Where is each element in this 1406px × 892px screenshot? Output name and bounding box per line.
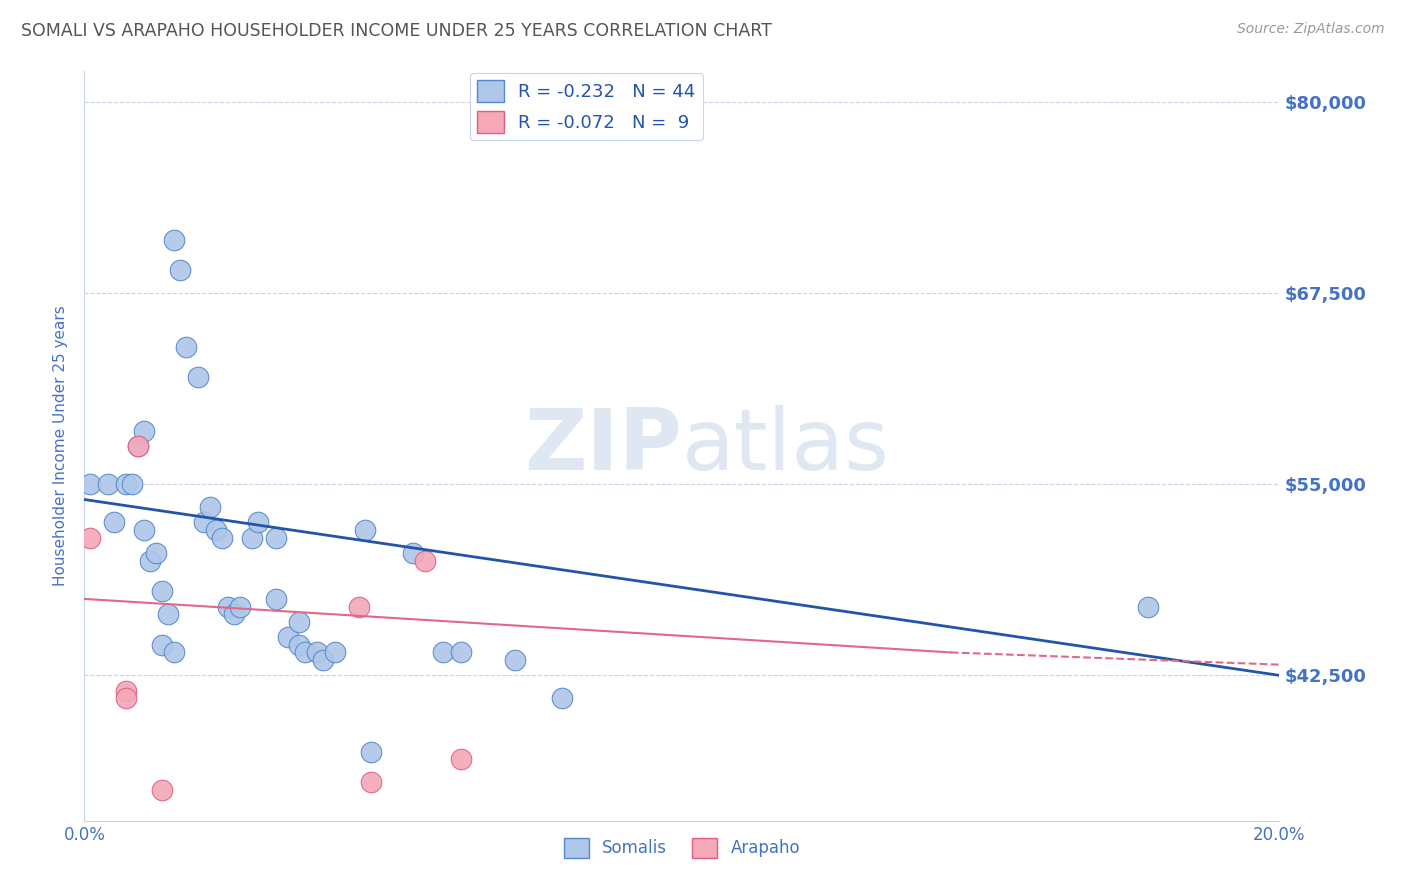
Point bbox=[103, 516, 125, 530]
Point bbox=[150, 638, 173, 652]
Point bbox=[432, 645, 454, 659]
Point bbox=[150, 783, 173, 797]
Text: ZIP: ZIP bbox=[524, 404, 682, 488]
Point bbox=[193, 516, 215, 530]
Point bbox=[450, 645, 472, 659]
Point bbox=[198, 500, 221, 515]
Point bbox=[163, 233, 186, 247]
Text: atlas: atlas bbox=[682, 404, 890, 488]
Point bbox=[139, 554, 162, 568]
Legend: Somalis, Arapaho: Somalis, Arapaho bbox=[557, 831, 807, 864]
Point bbox=[97, 477, 120, 491]
Point bbox=[163, 645, 186, 659]
Point bbox=[127, 439, 149, 453]
Point bbox=[264, 591, 287, 606]
Point bbox=[360, 775, 382, 789]
Point bbox=[288, 615, 311, 629]
Point bbox=[174, 340, 197, 354]
Point bbox=[115, 691, 138, 706]
Point bbox=[228, 599, 252, 614]
Point bbox=[354, 523, 377, 537]
Point bbox=[503, 653, 526, 667]
Point bbox=[169, 263, 191, 277]
Point bbox=[115, 477, 138, 491]
Point bbox=[79, 531, 101, 545]
Point bbox=[349, 599, 371, 614]
Point bbox=[246, 516, 269, 530]
Point bbox=[79, 477, 101, 491]
Point bbox=[222, 607, 245, 622]
Point bbox=[325, 645, 347, 659]
Point bbox=[360, 745, 382, 759]
Point bbox=[1137, 599, 1160, 614]
Point bbox=[307, 645, 329, 659]
Point bbox=[288, 638, 311, 652]
Point bbox=[217, 599, 239, 614]
Point bbox=[211, 531, 233, 545]
Point bbox=[150, 584, 173, 599]
Point bbox=[157, 607, 180, 622]
Point bbox=[277, 630, 299, 644]
Point bbox=[312, 653, 335, 667]
Point bbox=[551, 691, 574, 706]
Point bbox=[450, 752, 472, 766]
Point bbox=[187, 370, 209, 384]
Point bbox=[115, 683, 138, 698]
Point bbox=[402, 546, 425, 560]
Point bbox=[294, 645, 316, 659]
Point bbox=[121, 477, 143, 491]
Text: Source: ZipAtlas.com: Source: ZipAtlas.com bbox=[1237, 22, 1385, 37]
Point bbox=[413, 554, 436, 568]
Point bbox=[132, 424, 156, 438]
Point bbox=[145, 546, 167, 560]
Point bbox=[240, 531, 263, 545]
Y-axis label: Householder Income Under 25 years: Householder Income Under 25 years bbox=[53, 306, 69, 586]
Text: SOMALI VS ARAPAHO HOUSEHOLDER INCOME UNDER 25 YEARS CORRELATION CHART: SOMALI VS ARAPAHO HOUSEHOLDER INCOME UND… bbox=[21, 22, 772, 40]
Point bbox=[132, 523, 156, 537]
Point bbox=[264, 531, 287, 545]
Point bbox=[127, 439, 149, 453]
Point bbox=[205, 523, 228, 537]
